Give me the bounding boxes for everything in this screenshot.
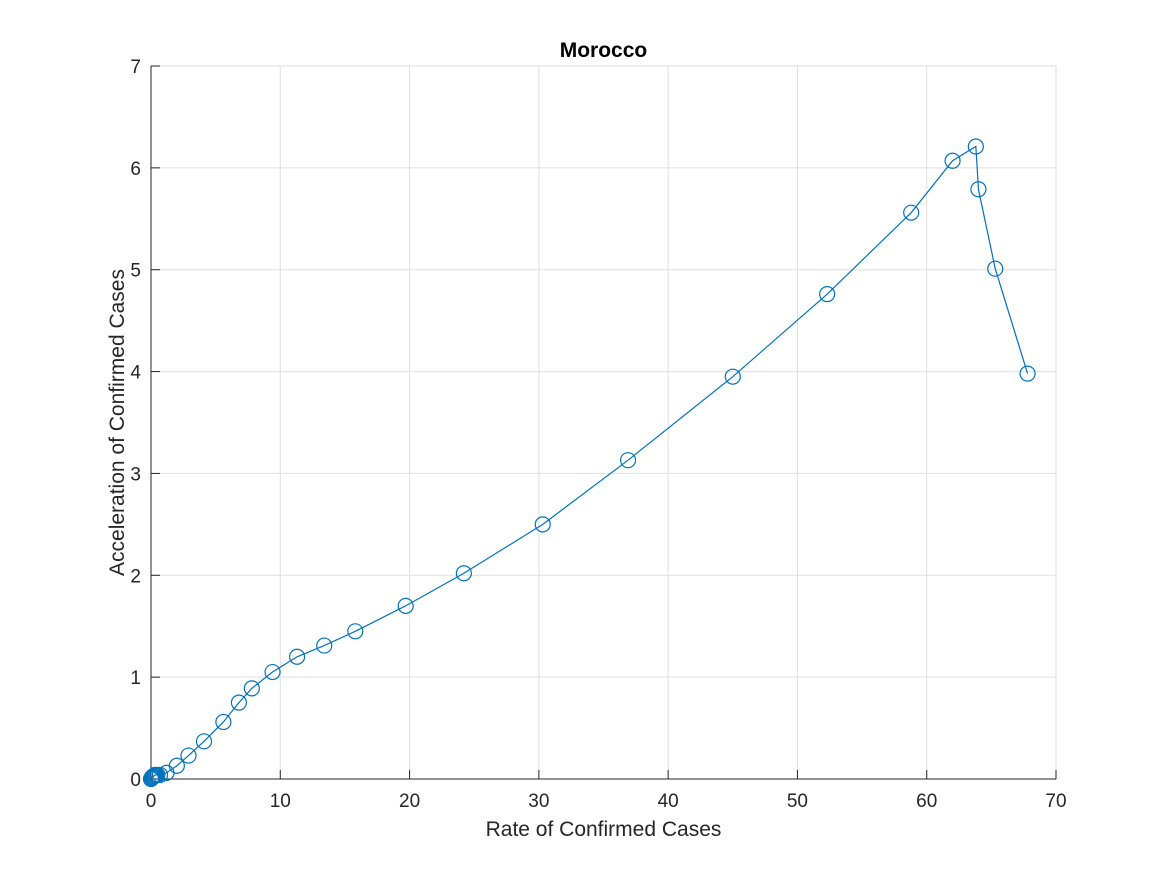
- y-tick-label: 0: [130, 770, 141, 791]
- x-tick-label: 10: [270, 791, 291, 812]
- data-point: [264, 663, 281, 681]
- data-point: [215, 713, 232, 731]
- data-point: [724, 368, 741, 385]
- series-layer: [142, 138, 1036, 788]
- chart-title: Morocco: [560, 39, 648, 62]
- data-point: [970, 181, 987, 198]
- y-tick-label: 6: [130, 159, 141, 180]
- grid: [151, 65, 1057, 779]
- y-tick-label: 7: [130, 57, 141, 78]
- y-axis-ticks: 0 1 2 3 4 5 6 7: [130, 57, 160, 791]
- y-tick-label: 1: [130, 668, 141, 689]
- data-point: [1019, 365, 1036, 382]
- y-tick-label: 3: [130, 464, 141, 485]
- y-axis-label: Acceleration of Confirmed Cases: [106, 269, 129, 576]
- data-point: [151, 766, 169, 784]
- data-point: [455, 565, 472, 582]
- y-tick-label: 5: [130, 261, 141, 282]
- data-point: [243, 680, 260, 697]
- data-point: [168, 757, 185, 774]
- y-tick-label: 4: [130, 363, 141, 384]
- x-axis-ticks: 0 10 20 30 40 50 60 70: [146, 770, 1067, 812]
- series-line: [150, 145, 1029, 780]
- data-point: [987, 260, 1004, 277]
- data-point: [288, 648, 306, 665]
- x-tick-label: 0: [146, 791, 157, 812]
- data-point: [397, 597, 414, 614]
- data-point: [180, 747, 197, 764]
- data-point: [819, 286, 836, 303]
- data-point: [967, 138, 984, 155]
- data-point: [534, 516, 551, 533]
- x-tick-label: 50: [787, 791, 808, 812]
- x-tick-label: 60: [916, 791, 937, 812]
- data-point: [619, 452, 637, 469]
- x-tick-label: 70: [1045, 791, 1066, 812]
- axes: [150, 66, 1056, 780]
- y-tick-label: 2: [130, 566, 141, 587]
- data-point: [944, 152, 961, 169]
- data-point: [347, 623, 364, 640]
- data-point: [230, 694, 248, 711]
- x-axis-label: Rate of Confirmed Cases: [486, 818, 722, 841]
- x-tick-label: 30: [528, 791, 549, 812]
- data-point: [195, 733, 213, 750]
- data-point: [903, 204, 920, 221]
- data-point: [316, 637, 333, 654]
- series-0: [142, 138, 1036, 788]
- x-tick-label: 40: [658, 791, 679, 812]
- plot-area: [151, 66, 1056, 779]
- x-tick-label: 20: [399, 791, 420, 812]
